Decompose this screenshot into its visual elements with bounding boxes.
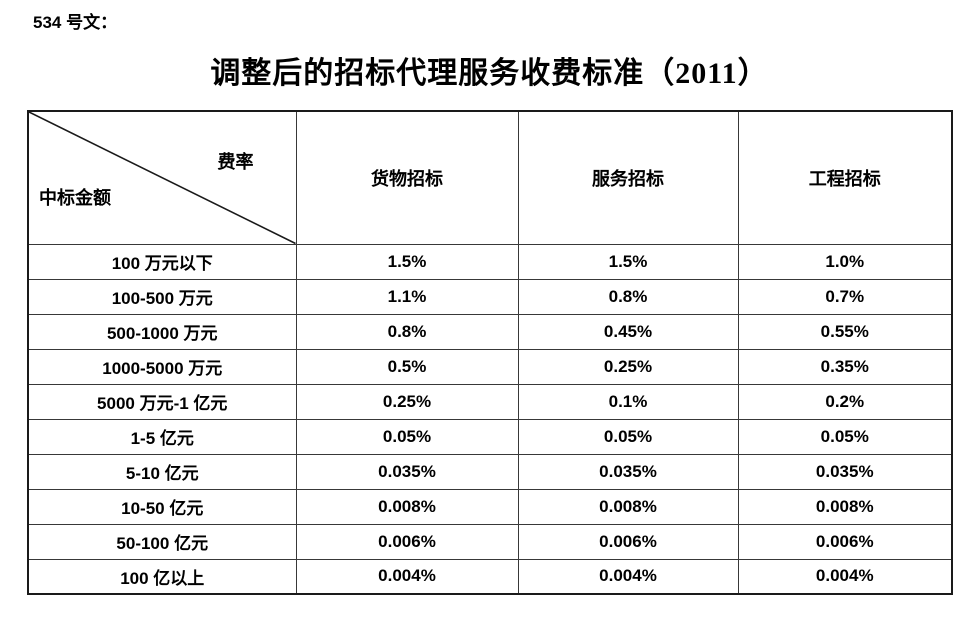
table-row: 100 亿以上 0.004% 0.004% 0.004%	[27, 558, 953, 595]
rate-cell: 0.035%	[517, 453, 739, 490]
rate-cell: 0.008%	[517, 488, 739, 525]
column-header-goods: 货物招标	[295, 110, 519, 245]
amount-cell: 100 万元以下	[27, 243, 297, 280]
amount-cell: 500-1000 万元	[27, 313, 297, 350]
rate-cell: 0.006%	[737, 523, 953, 560]
table-row: 50-100 亿元 0.006% 0.006% 0.006%	[27, 523, 953, 560]
page-title: 调整后的招标代理服务收费标准（2011）	[210, 57, 769, 90]
rate-cell: 0.05%	[517, 418, 739, 455]
amount-cell: 1000-5000 万元	[27, 348, 297, 385]
table-row: 1000-5000 万元 0.5% 0.25% 0.35%	[27, 348, 953, 385]
rate-cell: 0.55%	[737, 313, 953, 350]
corner-cell: 费率 中标金额	[27, 110, 297, 245]
column-header-engineering: 工程招标	[737, 110, 953, 245]
doc-number: 534 号文：	[33, 13, 118, 32]
rate-cell: 0.25%	[295, 383, 519, 420]
rate-cell: 0.1%	[517, 383, 739, 420]
header-row: 费率 中标金额 货物招标 服务招标 工程招标	[27, 110, 953, 245]
rate-cell: 0.05%	[737, 418, 953, 455]
rate-cell: 1.5%	[295, 243, 519, 280]
amount-cell: 1-5 亿元	[27, 418, 297, 455]
rate-cell: 0.008%	[295, 488, 519, 525]
rate-cell: 0.7%	[737, 278, 953, 315]
table-row: 500-1000 万元 0.8% 0.45% 0.55%	[27, 313, 953, 350]
rate-cell: 0.004%	[737, 558, 953, 595]
rate-cell: 0.2%	[737, 383, 953, 420]
table-row: 100-500 万元 1.1% 0.8% 0.7%	[27, 278, 953, 315]
rate-cell: 0.8%	[517, 278, 739, 315]
rate-cell: 0.006%	[517, 523, 739, 560]
rate-cell: 1.1%	[295, 278, 519, 315]
column-header-services: 服务招标	[517, 110, 739, 245]
rate-cell: 0.006%	[295, 523, 519, 560]
rate-cell: 0.035%	[737, 453, 953, 490]
amount-cell: 50-100 亿元	[27, 523, 297, 560]
amount-cell: 5-10 亿元	[27, 453, 297, 490]
table-row: 10-50 亿元 0.008% 0.008% 0.008%	[27, 488, 953, 525]
rate-cell: 1.5%	[517, 243, 739, 280]
table-row: 5-10 亿元 0.035% 0.035% 0.035%	[27, 453, 953, 490]
corner-label-amount: 中标金额	[39, 187, 111, 208]
table-row: 1-5 亿元 0.05% 0.05% 0.05%	[27, 418, 953, 455]
rate-cell: 0.45%	[517, 313, 739, 350]
rate-cell: 1.0%	[737, 243, 953, 280]
table-row: 100 万元以下 1.5% 1.5% 1.0%	[27, 243, 953, 280]
table-body: 100 万元以下 1.5% 1.5% 1.0% 100-500 万元 1.1% 0.8% 0.…	[27, 243, 953, 595]
amount-cell: 10-50 亿元	[27, 488, 297, 525]
corner-label-rate: 费率	[217, 152, 254, 172]
rate-cell: 0.35%	[737, 348, 953, 385]
amount-cell: 100 亿以上	[27, 558, 297, 595]
table-row: 5000 万元-1 亿元 0.25% 0.1% 0.2%	[27, 383, 953, 420]
amount-cell: 5000 万元-1 亿元	[27, 383, 297, 420]
rate-cell: 0.05%	[295, 418, 519, 455]
rate-cell: 0.5%	[295, 348, 519, 385]
rate-cell: 0.004%	[295, 558, 519, 595]
diagonal-line-icon	[29, 112, 296, 244]
rate-cell: 0.008%	[737, 488, 953, 525]
amount-cell: 100-500 万元	[27, 278, 297, 315]
rate-cell: 0.035%	[295, 453, 519, 490]
fee-table: 费率 中标金额 货物招标 服务招标 工程招标 100 万元以下 1.5% 1.5% 1…	[27, 110, 953, 595]
rate-cell: 0.8%	[295, 313, 519, 350]
rate-cell: 0.25%	[517, 348, 739, 385]
rate-cell: 0.004%	[517, 558, 739, 595]
